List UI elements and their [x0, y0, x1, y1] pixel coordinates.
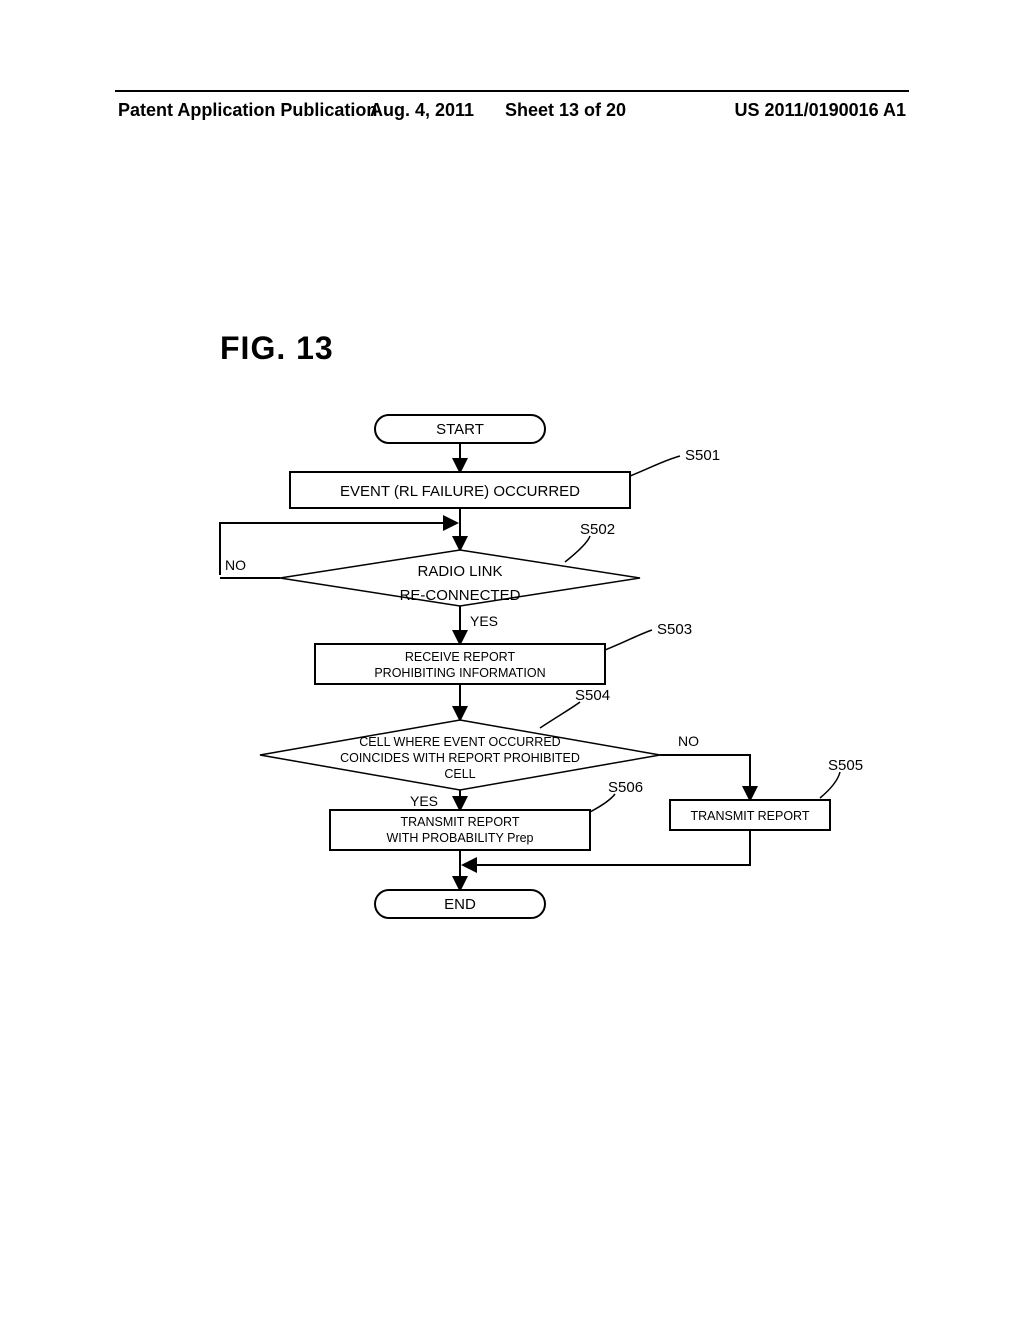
s501-leader	[630, 456, 680, 476]
s502-no: NO	[225, 557, 246, 573]
header-date: Aug. 4, 2011	[370, 100, 474, 121]
figure-title: FIG. 13	[220, 330, 334, 367]
s503-label: S503	[657, 621, 692, 638]
s506-leader	[590, 794, 615, 812]
s504-text2: COINCIDES WITH REPORT PROHIBITED	[340, 751, 580, 765]
s502-label: S502	[580, 521, 615, 538]
s504-text3: CELL	[444, 767, 475, 781]
s503-text2: PROHIBITING INFORMATION	[374, 666, 545, 680]
flowchart: START EVENT (RL FAILURE) OCCURRED S501 R…	[180, 410, 880, 990]
s506-label: S506	[608, 779, 643, 796]
s504-label: S504	[575, 687, 610, 704]
s506-text1: TRANSMIT REPORT	[401, 815, 520, 829]
s506-text2: WITH PROBABILITY Prep	[386, 831, 533, 845]
s505-label: S505	[828, 757, 863, 774]
s504-text1: CELL WHERE EVENT OCCURRED	[359, 735, 560, 749]
s504-yes: YES	[410, 793, 438, 809]
s503-leader	[605, 630, 652, 650]
end-label: END	[444, 896, 476, 913]
header-rule	[115, 90, 909, 92]
s505-leader	[820, 772, 840, 798]
start-label: START	[436, 421, 484, 438]
s501-text: EVENT (RL FAILURE) OCCURRED	[340, 483, 580, 500]
s502-text1: RADIO LINK	[417, 563, 502, 580]
header-pubno: US 2011/0190016 A1	[735, 100, 906, 121]
s504-no: NO	[678, 733, 699, 749]
s502-yes: YES	[470, 613, 498, 629]
header-sheet: Sheet 13 of 20	[505, 100, 626, 121]
s503-text1: RECEIVE REPORT	[405, 650, 516, 664]
s505-text: TRANSMIT REPORT	[691, 809, 810, 823]
s501-label: S501	[685, 447, 720, 464]
s502-text2: RE-CONNECTED	[400, 587, 521, 604]
header-publication: Patent Application Publication	[118, 100, 377, 121]
edge-s504-no	[660, 755, 750, 798]
s502-leader	[565, 536, 590, 562]
s504-leader	[540, 702, 580, 728]
